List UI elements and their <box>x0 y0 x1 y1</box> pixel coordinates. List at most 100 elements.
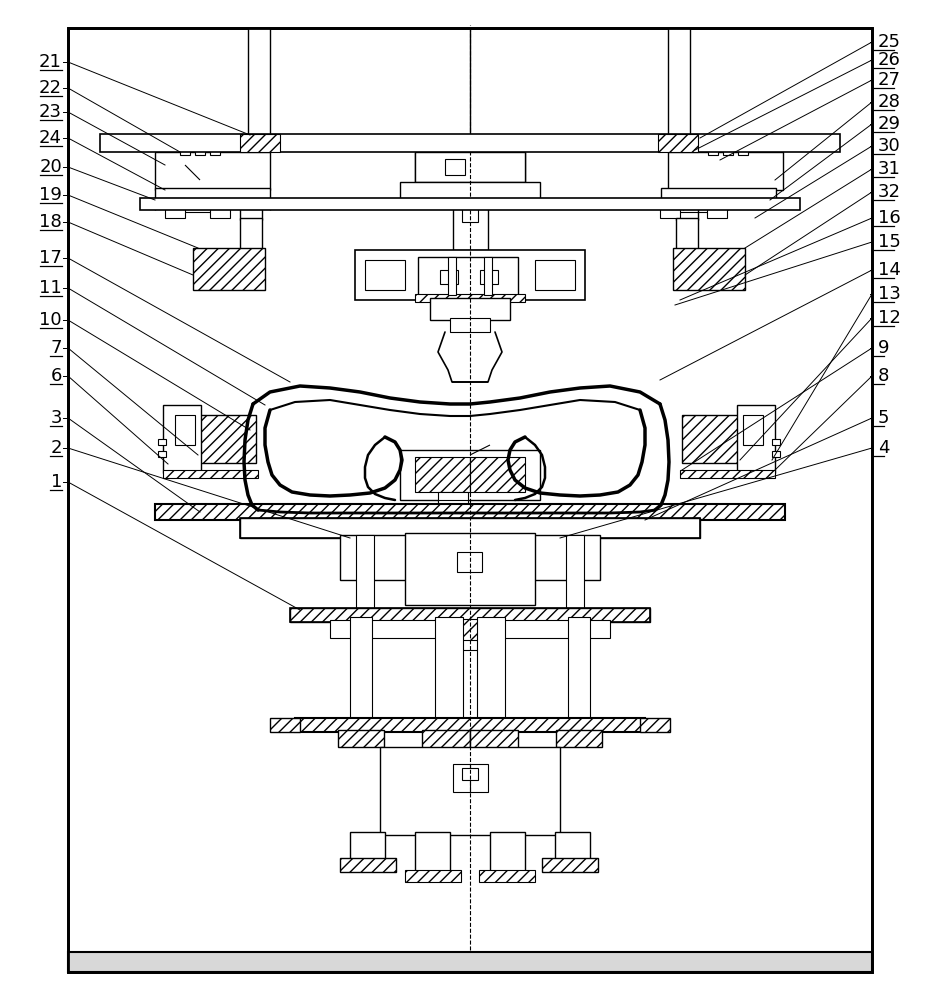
Text: 3: 3 <box>51 409 62 427</box>
Text: 30: 30 <box>878 137 901 155</box>
Bar <box>772 439 780 445</box>
Bar <box>240 518 700 538</box>
Bar <box>450 318 490 332</box>
Bar <box>556 730 602 747</box>
Bar <box>738 147 748 155</box>
Bar <box>240 218 262 250</box>
Bar <box>676 218 698 250</box>
Bar <box>438 619 502 645</box>
Bar <box>462 208 478 222</box>
Bar <box>163 470 258 478</box>
Bar <box>270 718 300 732</box>
Text: 32: 32 <box>878 183 901 201</box>
Bar <box>445 159 465 175</box>
Bar <box>682 415 740 463</box>
Bar <box>210 198 230 218</box>
Bar <box>422 730 470 752</box>
Bar <box>542 858 598 872</box>
Bar <box>418 257 518 295</box>
Bar <box>155 504 785 520</box>
Bar <box>457 552 482 572</box>
Bar <box>668 152 783 190</box>
Bar <box>330 620 610 638</box>
Text: 16: 16 <box>878 209 901 227</box>
Bar <box>707 198 727 218</box>
Bar <box>350 617 372 722</box>
Bar <box>68 952 872 972</box>
Bar <box>68 28 872 972</box>
Text: 7: 7 <box>51 339 62 357</box>
Bar <box>490 832 525 872</box>
Bar <box>568 617 590 722</box>
Text: 28: 28 <box>878 93 901 111</box>
Bar <box>350 832 385 860</box>
Bar <box>340 535 600 580</box>
Bar <box>680 470 775 478</box>
Text: 15: 15 <box>878 233 901 251</box>
Bar <box>484 257 492 295</box>
Bar <box>355 250 585 300</box>
Bar <box>462 768 478 780</box>
Text: 27: 27 <box>878 71 901 89</box>
Bar <box>405 533 535 605</box>
Text: 9: 9 <box>878 339 889 357</box>
Bar <box>240 134 280 152</box>
Text: 5: 5 <box>878 409 889 427</box>
Bar <box>448 257 456 295</box>
Bar <box>405 870 461 882</box>
Bar <box>480 270 498 284</box>
Bar <box>415 294 525 302</box>
Bar <box>158 439 166 445</box>
Bar <box>660 198 680 218</box>
Bar <box>100 134 840 152</box>
Bar <box>163 405 201 473</box>
Bar <box>155 188 270 200</box>
Text: 21: 21 <box>39 53 62 71</box>
Bar <box>338 730 384 747</box>
Bar <box>380 747 560 835</box>
Bar <box>708 147 718 155</box>
Bar <box>661 188 776 200</box>
Text: 19: 19 <box>39 186 62 204</box>
Bar <box>415 457 470 492</box>
Text: 23: 23 <box>39 103 62 121</box>
Text: 24: 24 <box>39 129 62 147</box>
Text: 14: 14 <box>878 261 901 279</box>
Bar <box>453 764 488 792</box>
Text: 1: 1 <box>51 473 62 491</box>
Bar <box>295 718 645 732</box>
Text: 4: 4 <box>878 439 889 457</box>
Text: 6: 6 <box>51 367 62 385</box>
Bar <box>158 451 166 457</box>
Bar <box>477 617 505 732</box>
Bar <box>470 457 525 492</box>
Bar <box>435 617 463 732</box>
Bar <box>415 152 525 182</box>
Bar <box>400 450 540 500</box>
Bar <box>535 260 575 290</box>
Bar <box>658 134 698 152</box>
Bar <box>453 200 488 250</box>
Bar <box>340 858 396 872</box>
Bar <box>356 535 374 610</box>
Bar <box>140 198 800 210</box>
Bar <box>240 152 262 220</box>
Bar <box>723 147 733 155</box>
Bar <box>479 870 535 882</box>
Bar <box>210 147 220 155</box>
Bar <box>470 730 518 752</box>
Bar <box>438 492 468 502</box>
Bar <box>165 198 185 218</box>
Text: 10: 10 <box>39 311 62 329</box>
Bar <box>566 535 584 610</box>
Bar <box>290 608 650 622</box>
Bar <box>365 260 405 290</box>
Bar <box>193 248 265 290</box>
Text: 8: 8 <box>878 367 889 385</box>
Bar <box>400 182 540 200</box>
Text: 11: 11 <box>39 279 62 297</box>
Bar <box>440 270 458 284</box>
Bar <box>198 415 256 463</box>
Text: 13: 13 <box>878 285 901 303</box>
Text: 26: 26 <box>878 51 901 69</box>
